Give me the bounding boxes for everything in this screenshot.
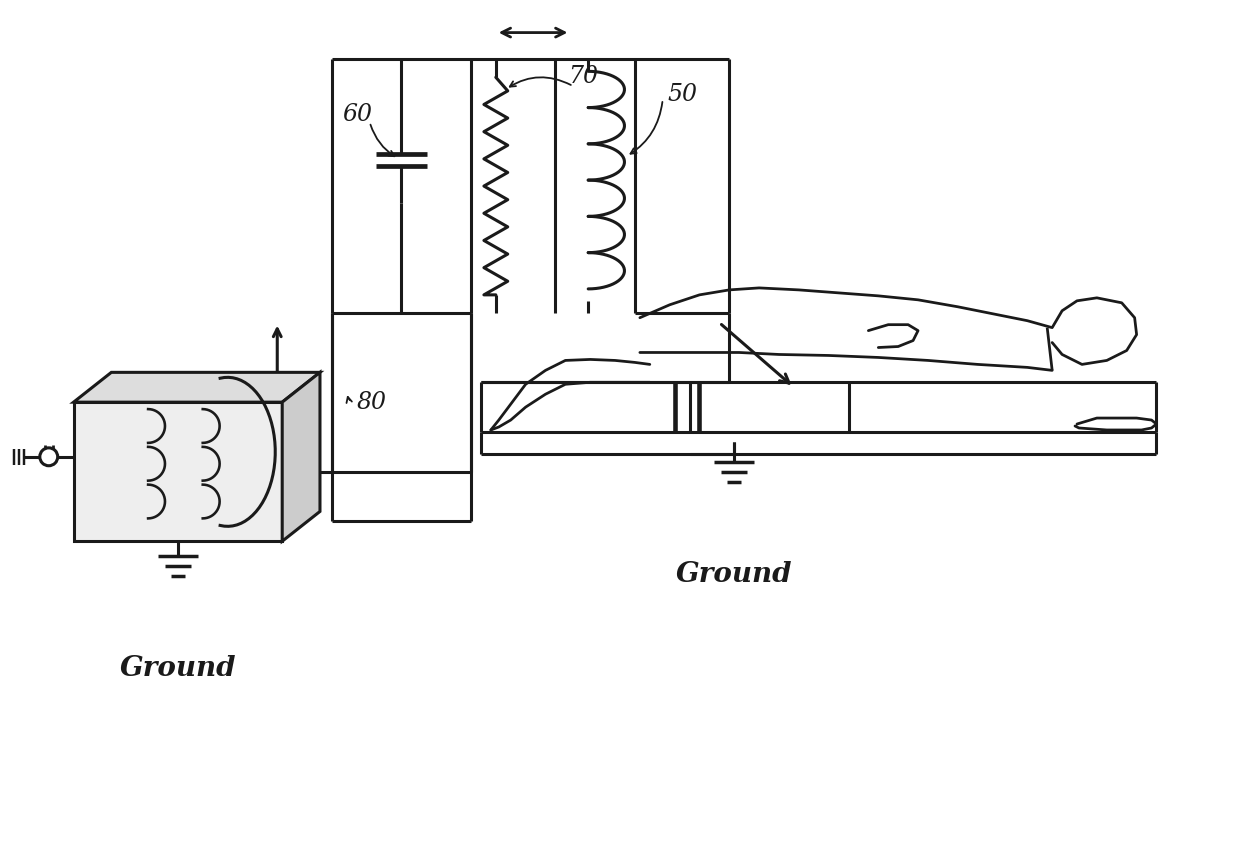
Text: Ground: Ground	[676, 561, 793, 588]
Polygon shape	[73, 372, 320, 402]
Text: 60: 60	[341, 102, 372, 125]
Text: Ground: Ground	[119, 655, 236, 682]
Text: 80: 80	[356, 391, 387, 414]
Text: 70: 70	[568, 65, 598, 88]
Circle shape	[40, 448, 57, 466]
Polygon shape	[1052, 298, 1137, 365]
Bar	[73, 402, 282, 541]
Text: 50: 50	[668, 83, 697, 106]
Polygon shape	[282, 372, 320, 541]
Polygon shape	[1075, 418, 1157, 430]
